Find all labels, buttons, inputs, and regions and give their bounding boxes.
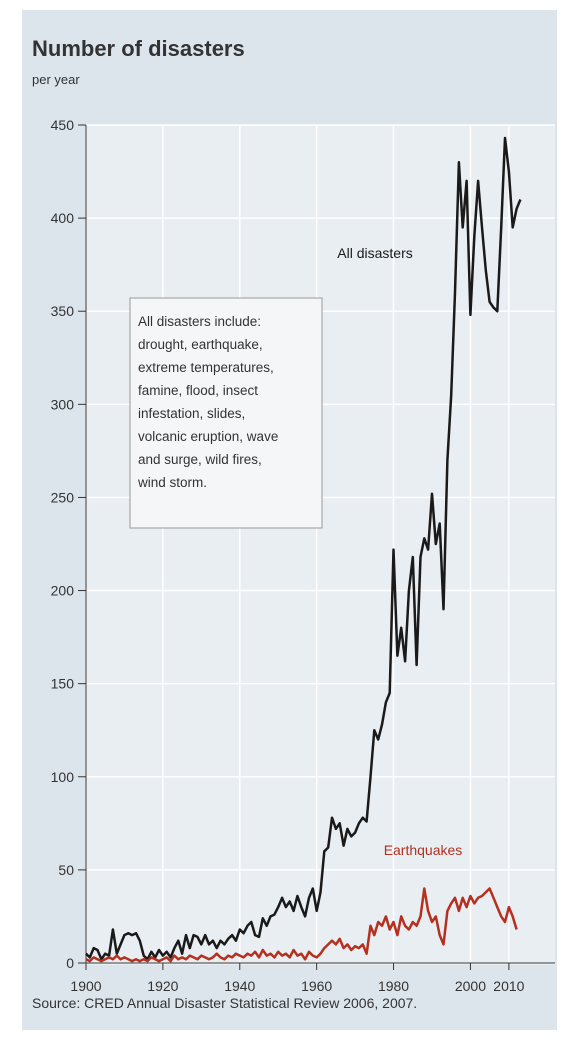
series-line [85, 136, 522, 961]
y-tick-label: 150 [51, 676, 75, 692]
x-tick-label: 1960 [301, 978, 332, 994]
y-tick-label: 200 [51, 583, 75, 599]
source: Source: CRED Annual Disaster Statistical… [32, 995, 417, 1011]
chart-subtitle: per year [32, 72, 80, 87]
annotation-line: All disasters include: [138, 314, 261, 329]
series-label: All disasters [337, 245, 412, 261]
annotation-line: drought, earthquake, [138, 337, 263, 352]
annotation-line: wind storm. [137, 475, 207, 490]
annotation-line: infestation, slides, [138, 406, 245, 421]
annotation-box [129, 297, 323, 529]
x-tick-label: 1920 [147, 978, 178, 994]
y-tick-label: 50 [58, 862, 74, 878]
y-tick-label: 300 [51, 396, 75, 412]
y-tick-label: 450 [51, 117, 75, 133]
y-tick-label: 100 [51, 769, 75, 785]
x-tick-label: 2010 [493, 978, 524, 994]
x-tick-label: 1980 [378, 978, 409, 994]
annotation-line: volcanic eruption, wave [138, 429, 278, 444]
plot-area [86, 125, 555, 965]
series-label: Earthquakes [384, 842, 463, 858]
x-tick-label: 1940 [224, 978, 255, 994]
annotation-line: and surge, wild fires, [138, 452, 262, 467]
x-tick-label: 2000 [455, 978, 486, 994]
y-tick-label: 350 [51, 303, 75, 319]
x-tick-label: 1900 [70, 978, 101, 994]
y-tick-label: 400 [51, 210, 75, 226]
series-line [85, 887, 518, 963]
y-tick-label: 250 [51, 489, 75, 505]
y-tick-label: 0 [66, 955, 74, 971]
annotation-line: extreme temperatures, [138, 360, 274, 375]
annotation-line: famine, flood, insect [138, 383, 258, 398]
chart-title: Number of disasters [32, 36, 245, 61]
